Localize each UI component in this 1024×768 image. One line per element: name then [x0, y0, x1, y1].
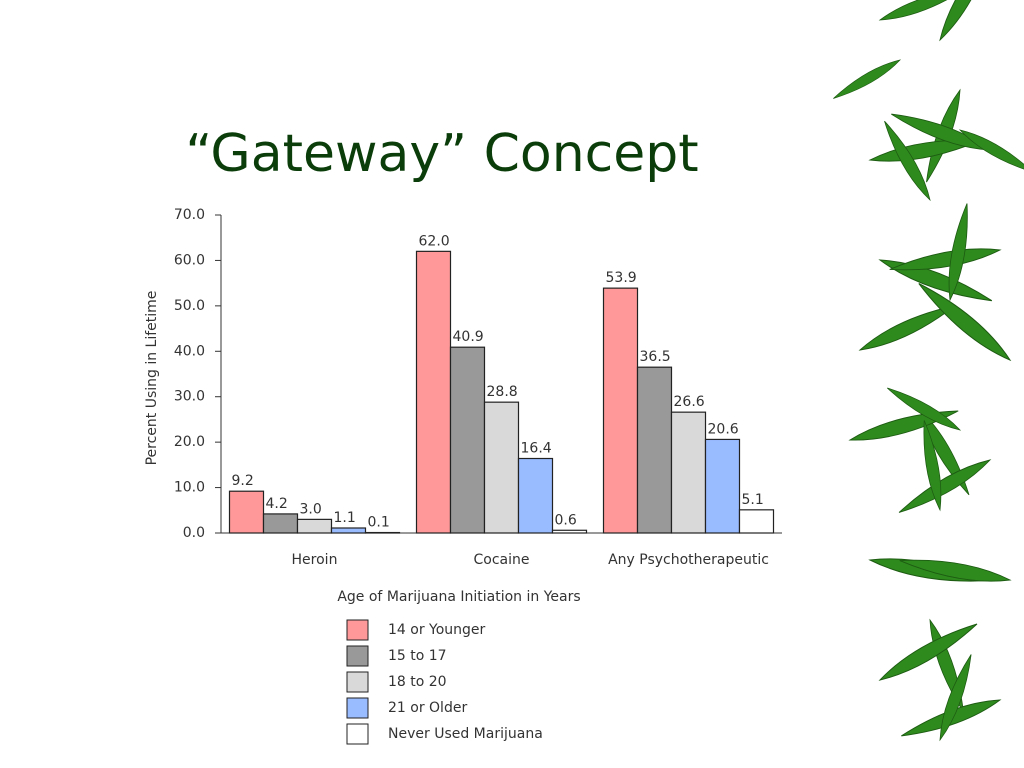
- legend-label: 21 or Older: [388, 700, 467, 716]
- legend-label: Never Used Marijuana: [388, 726, 543, 742]
- value-label: 5.1: [742, 492, 764, 508]
- value-label: 4.2: [266, 496, 288, 512]
- y-tick-label: 20.0: [174, 434, 205, 450]
- bar: [602, 287, 639, 534]
- bar: [551, 529, 588, 534]
- bamboo-decoration: [830, 0, 1024, 744]
- legend-swatch: [346, 619, 369, 641]
- y-axis-label: Percent Using in Lifetime: [144, 291, 160, 466]
- y-tick-label: 30.0: [174, 389, 205, 405]
- legend-swatch: [346, 723, 369, 745]
- value-label: 3.0: [300, 501, 322, 517]
- bar: [415, 250, 452, 534]
- legend-label: 14 or Younger: [388, 622, 486, 638]
- value-label: 26.6: [674, 394, 705, 410]
- value-label: 53.9: [606, 270, 637, 286]
- y-tick-label: 50.0: [174, 298, 205, 314]
- value-label: 36.5: [640, 349, 671, 365]
- x-axis-label: Age of Marijuana Initiation in Years: [337, 589, 580, 605]
- legend-label: 18 to 20: [388, 674, 447, 690]
- legend-label: 15 to 17: [388, 648, 447, 664]
- value-label: 1.1: [334, 510, 356, 526]
- bar: [517, 457, 554, 534]
- x-tick-label: Heroin: [292, 552, 338, 568]
- value-label: 0.6: [555, 512, 577, 528]
- value-label: 16.4: [521, 440, 552, 456]
- bar: [449, 346, 486, 534]
- legend-swatch: [346, 671, 369, 693]
- value-label: 28.8: [487, 384, 518, 400]
- bar: [228, 490, 265, 534]
- bar: [262, 513, 299, 534]
- y-tick-label: 60.0: [174, 252, 205, 268]
- bar: [704, 438, 741, 534]
- bar: [330, 527, 367, 534]
- bar: [296, 518, 333, 534]
- slide-title: “Gateway” Concept: [185, 124, 698, 184]
- y-tick-label: 0.0: [183, 525, 205, 541]
- bar: [738, 509, 775, 534]
- value-label: 20.6: [708, 421, 739, 437]
- value-label: 9.2: [232, 473, 254, 489]
- value-label: 40.9: [453, 329, 484, 345]
- y-tick-label: 40.0: [174, 343, 205, 359]
- bar: [670, 411, 707, 534]
- y-tick-label: 70.0: [174, 207, 205, 223]
- value-label: 0.1: [368, 515, 390, 531]
- bar: [483, 401, 520, 534]
- legend-swatch: [346, 645, 369, 667]
- value-label: 62.0: [419, 233, 450, 249]
- legend-swatch: [346, 697, 369, 719]
- y-tick-label: 10.0: [174, 480, 205, 496]
- x-tick-label: Any Psychotherapeutic: [608, 552, 769, 568]
- bar: [636, 366, 673, 534]
- x-tick-label: Cocaine: [474, 552, 530, 568]
